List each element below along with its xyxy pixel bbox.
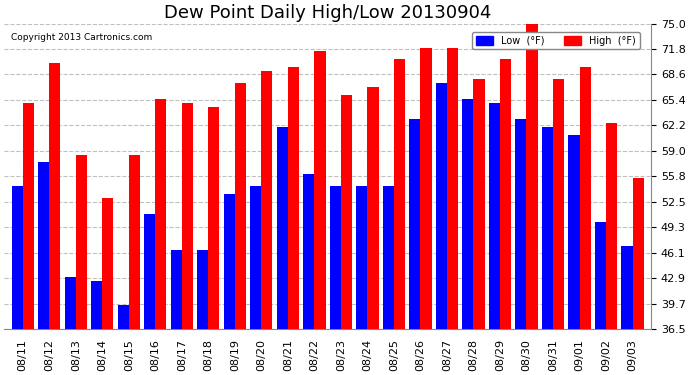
Title: Dew Point Daily High/Low 20130904: Dew Point Daily High/Low 20130904	[164, 4, 491, 22]
Bar	[129, 154, 140, 329]
Bar	[489, 103, 500, 329]
Bar	[553, 79, 564, 329]
Bar	[144, 214, 155, 329]
Bar	[208, 107, 219, 329]
Bar	[436, 83, 447, 329]
Bar	[500, 59, 511, 329]
Bar	[197, 250, 208, 329]
Bar	[315, 51, 326, 329]
Bar	[580, 68, 591, 329]
Bar	[447, 48, 458, 329]
Text: Copyright 2013 Cartronics.com: Copyright 2013 Cartronics.com	[10, 33, 152, 42]
Bar	[277, 127, 288, 329]
Bar	[473, 79, 484, 329]
Bar	[633, 178, 644, 329]
Bar	[262, 71, 273, 329]
Bar	[102, 198, 113, 329]
Bar	[526, 24, 538, 329]
Legend: Low  (°F), High  (°F): Low (°F), High (°F)	[472, 32, 640, 50]
Bar	[118, 305, 129, 329]
Bar	[330, 186, 341, 329]
Bar	[595, 222, 606, 329]
Bar	[420, 48, 431, 329]
Bar	[341, 95, 352, 329]
Bar	[462, 99, 473, 329]
Bar	[606, 123, 617, 329]
Bar	[542, 127, 553, 329]
Bar	[181, 103, 193, 329]
Bar	[303, 174, 315, 329]
Bar	[394, 59, 405, 329]
Bar	[91, 281, 102, 329]
Bar	[12, 186, 23, 329]
Bar	[622, 246, 633, 329]
Bar	[356, 186, 367, 329]
Bar	[65, 278, 76, 329]
Bar	[235, 83, 246, 329]
Bar	[569, 135, 580, 329]
Bar	[224, 194, 235, 329]
Bar	[250, 186, 262, 329]
Bar	[288, 68, 299, 329]
Bar	[367, 87, 379, 329]
Bar	[515, 119, 526, 329]
Bar	[23, 103, 34, 329]
Bar	[409, 119, 420, 329]
Bar	[49, 63, 61, 329]
Bar	[170, 250, 181, 329]
Bar	[76, 154, 87, 329]
Bar	[155, 99, 166, 329]
Bar	[38, 162, 49, 329]
Bar	[383, 186, 394, 329]
